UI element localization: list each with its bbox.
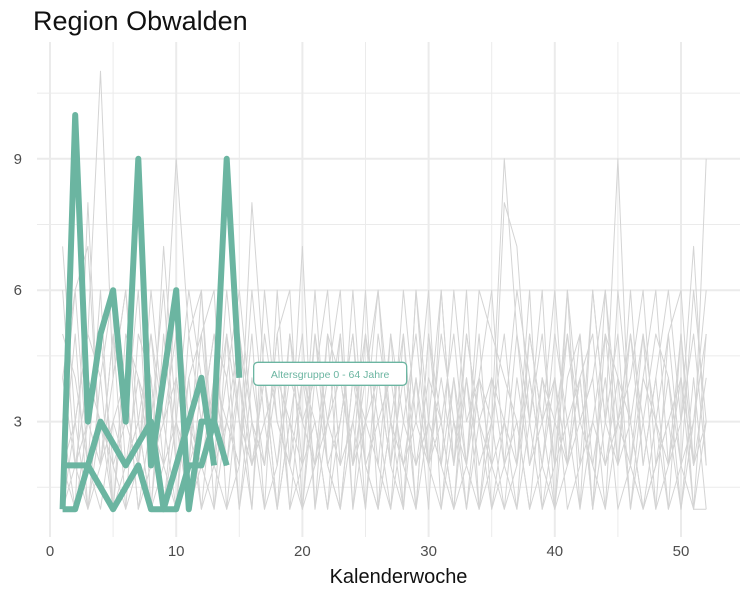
x-tick-label: 10 (168, 543, 185, 560)
x-axis-title: Kalenderwoche (330, 566, 468, 588)
y-tick-label: 6 (14, 282, 22, 299)
x-tick-label: 30 (420, 543, 437, 560)
y-tick-label: 3 (14, 414, 22, 431)
annotation-label: Altersgruppe 0 - 64 Jahre (271, 369, 390, 381)
x-tick-label: 40 (546, 543, 563, 560)
x-tick-label: 0 (46, 543, 54, 560)
y-tick-label: 9 (14, 151, 22, 168)
series-annotation: Altersgruppe 0 - 64 Jahre (253, 361, 408, 386)
x-tick-label: 20 (294, 543, 311, 560)
annotation-box (253, 361, 408, 386)
x-tick-label: 50 (673, 543, 690, 560)
highlight-series-group (59, 112, 243, 513)
highlight-series-line (62, 418, 230, 513)
chart-title: Region Obwalden (33, 6, 248, 36)
axis-tick-labels: 0 10 20 30 40 50 3 6 9 (14, 151, 690, 560)
background-series-line (62, 333, 707, 510)
